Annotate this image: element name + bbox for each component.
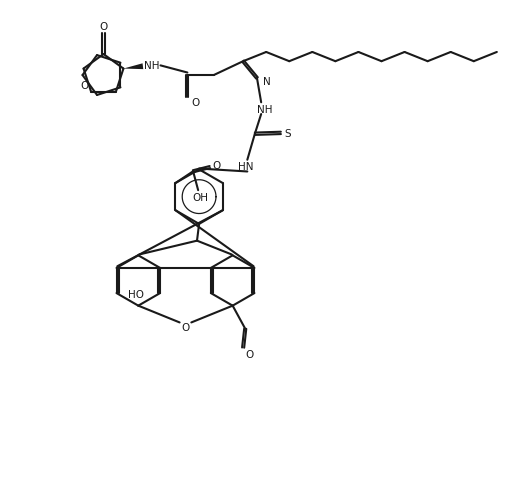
Text: O: O xyxy=(212,161,221,171)
Text: O: O xyxy=(192,98,200,108)
Text: O: O xyxy=(81,81,89,91)
Text: OH: OH xyxy=(193,193,209,202)
Text: O: O xyxy=(100,22,107,32)
Text: HO: HO xyxy=(128,289,144,299)
Text: S: S xyxy=(284,129,291,138)
Text: N: N xyxy=(263,77,270,87)
Text: HN: HN xyxy=(238,162,254,172)
Text: O: O xyxy=(181,323,190,333)
Text: O: O xyxy=(245,349,254,359)
Text: NH: NH xyxy=(145,60,160,70)
Text: NH: NH xyxy=(257,105,272,114)
Polygon shape xyxy=(124,64,143,70)
